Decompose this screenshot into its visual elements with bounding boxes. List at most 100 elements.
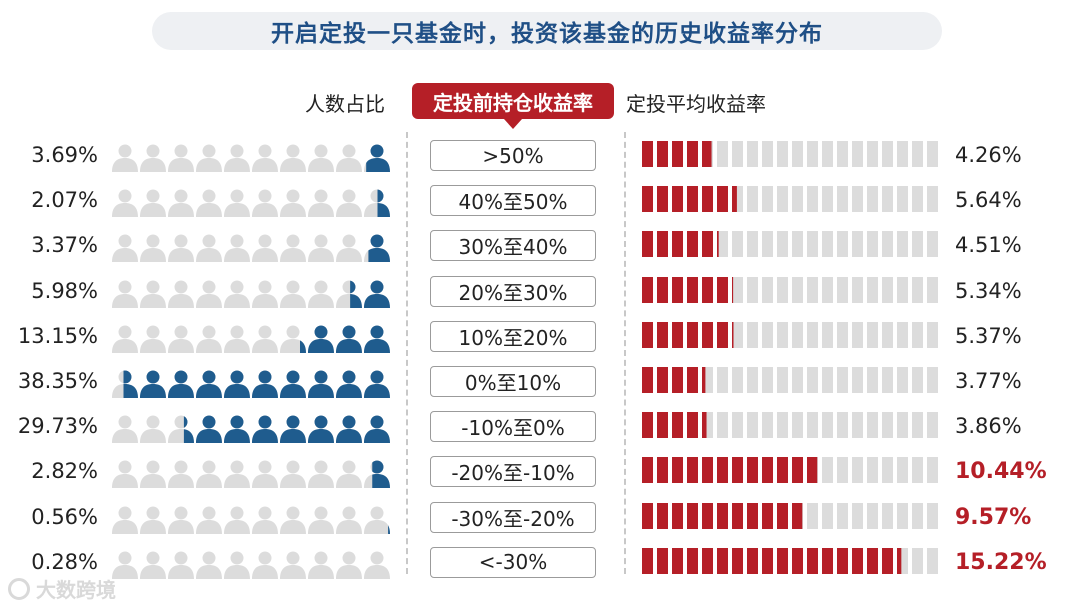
bar-segment-empty	[837, 457, 848, 484]
bar-segment-empty	[792, 186, 803, 213]
bar-segment-empty	[897, 502, 908, 529]
person-icon-filled	[299, 340, 306, 353]
bar-segment-filled	[747, 457, 758, 484]
bar-segment-empty	[717, 412, 728, 439]
avg-return-bar	[642, 412, 938, 439]
person-icon	[308, 506, 334, 534]
avg-return-bar	[642, 186, 938, 213]
bar-segment-empty	[867, 276, 878, 303]
bar-segment-empty	[822, 457, 833, 484]
people-icons	[112, 234, 390, 263]
bar-segment-empty	[852, 141, 863, 167]
range-label: -20%至-10%	[430, 456, 596, 488]
bar-segment-empty	[702, 412, 713, 439]
bar-segment-filled	[672, 141, 683, 167]
range-label: 40%至50%	[430, 185, 596, 217]
share-label: 13.15%	[17, 323, 98, 348]
person-icon	[224, 551, 250, 579]
person-icon	[196, 144, 222, 172]
person-icon	[224, 460, 250, 489]
person-icon	[112, 415, 138, 444]
person-icon-filled	[336, 415, 362, 444]
bar-segment-empty	[837, 276, 848, 303]
bar-segment-empty	[732, 321, 743, 348]
bar-segment-empty	[927, 321, 938, 348]
bar-segment-filled	[837, 547, 848, 574]
bar-segment-empty	[732, 276, 743, 303]
person-icon	[112, 325, 138, 353]
bar-segment-filled	[687, 502, 698, 529]
data-row: 2.82% -20%至-10% 10.44%	[0, 451, 1080, 496]
share-label: 3.69%	[31, 143, 98, 167]
bar-segment-empty	[927, 141, 938, 167]
person-icon-filled	[252, 370, 278, 398]
bar-segment-empty	[777, 186, 788, 213]
bar-segment-filled	[732, 276, 734, 303]
bar-segment-empty	[927, 276, 938, 303]
bar-segment-empty	[882, 321, 893, 348]
bar-segment-empty	[777, 141, 788, 167]
header-range: 定投前持仓收益率	[412, 83, 614, 129]
person-icon	[224, 325, 250, 353]
share-fill	[388, 524, 390, 534]
person-icon	[140, 234, 166, 263]
share-label: 5.98%	[31, 278, 98, 303]
bar-segment-filled	[717, 502, 728, 529]
person-icon	[196, 551, 222, 579]
bar-segment-empty	[732, 141, 743, 167]
chart-title: 开启定投一只基金时，投资该基金的历史收益率分布	[271, 21, 823, 47]
bar-segment-empty	[882, 276, 893, 303]
person-icon	[224, 506, 250, 534]
bar-segment-filled	[657, 547, 668, 574]
person-icon	[112, 234, 138, 263]
bar-segment-empty	[897, 412, 908, 439]
bar-segment-empty	[912, 141, 923, 167]
bar-segment-empty	[852, 231, 863, 258]
bar-segment-empty	[912, 186, 923, 213]
person-icon-filled	[364, 415, 390, 444]
people-icons	[112, 460, 390, 489]
bar-segment-empty	[822, 502, 833, 529]
person-icon	[168, 506, 194, 534]
dashu-logo-icon	[8, 577, 30, 600]
person-icon	[140, 280, 166, 308]
bar-segment-empty	[822, 412, 833, 439]
person-icon-filled	[140, 370, 166, 398]
bar-segment-filled	[642, 276, 653, 303]
avg-return-bar	[642, 231, 938, 258]
bar-segment-filled	[732, 502, 743, 529]
person-icon	[252, 234, 278, 263]
bar-segment-empty	[747, 231, 758, 258]
person-icon	[280, 551, 306, 579]
bar-segment-empty	[762, 367, 773, 393]
bar-segment-empty	[762, 231, 773, 258]
bar-segment-empty	[732, 186, 743, 213]
bar-segment-empty	[927, 412, 938, 439]
avg-return-bar	[642, 457, 938, 484]
person-icon	[308, 144, 334, 172]
bar-segment-filled	[702, 276, 713, 303]
bar-segment-filled	[702, 502, 713, 529]
bar-segment-empty	[852, 186, 863, 213]
person-icon	[308, 551, 334, 579]
bar-segment-empty	[837, 367, 848, 393]
person-icon	[140, 460, 166, 489]
bar-segment-empty	[717, 141, 728, 167]
bar-segment-empty	[882, 412, 893, 439]
bar-segment-filled	[867, 547, 878, 574]
person-icon	[252, 506, 278, 534]
chart-title-bar: 开启定投一只基金时，投资该基金的历史收益率分布	[152, 12, 942, 50]
person-icon	[336, 234, 362, 263]
bar-segment-empty	[852, 412, 863, 439]
avg-return-bar	[642, 547, 938, 574]
bar-segment-filled	[642, 141, 653, 167]
bar-segment-empty	[897, 186, 908, 213]
bar-segment-filled	[687, 321, 698, 348]
person-icon	[140, 144, 166, 172]
bar-segment-empty	[867, 412, 878, 439]
share-label: 2.07%	[31, 188, 98, 213]
bar-segment-empty	[762, 141, 773, 167]
person-icon-filled	[377, 189, 390, 218]
header-range-label: 定投前持仓收益率	[433, 90, 593, 115]
bar-segment-empty	[762, 276, 773, 303]
